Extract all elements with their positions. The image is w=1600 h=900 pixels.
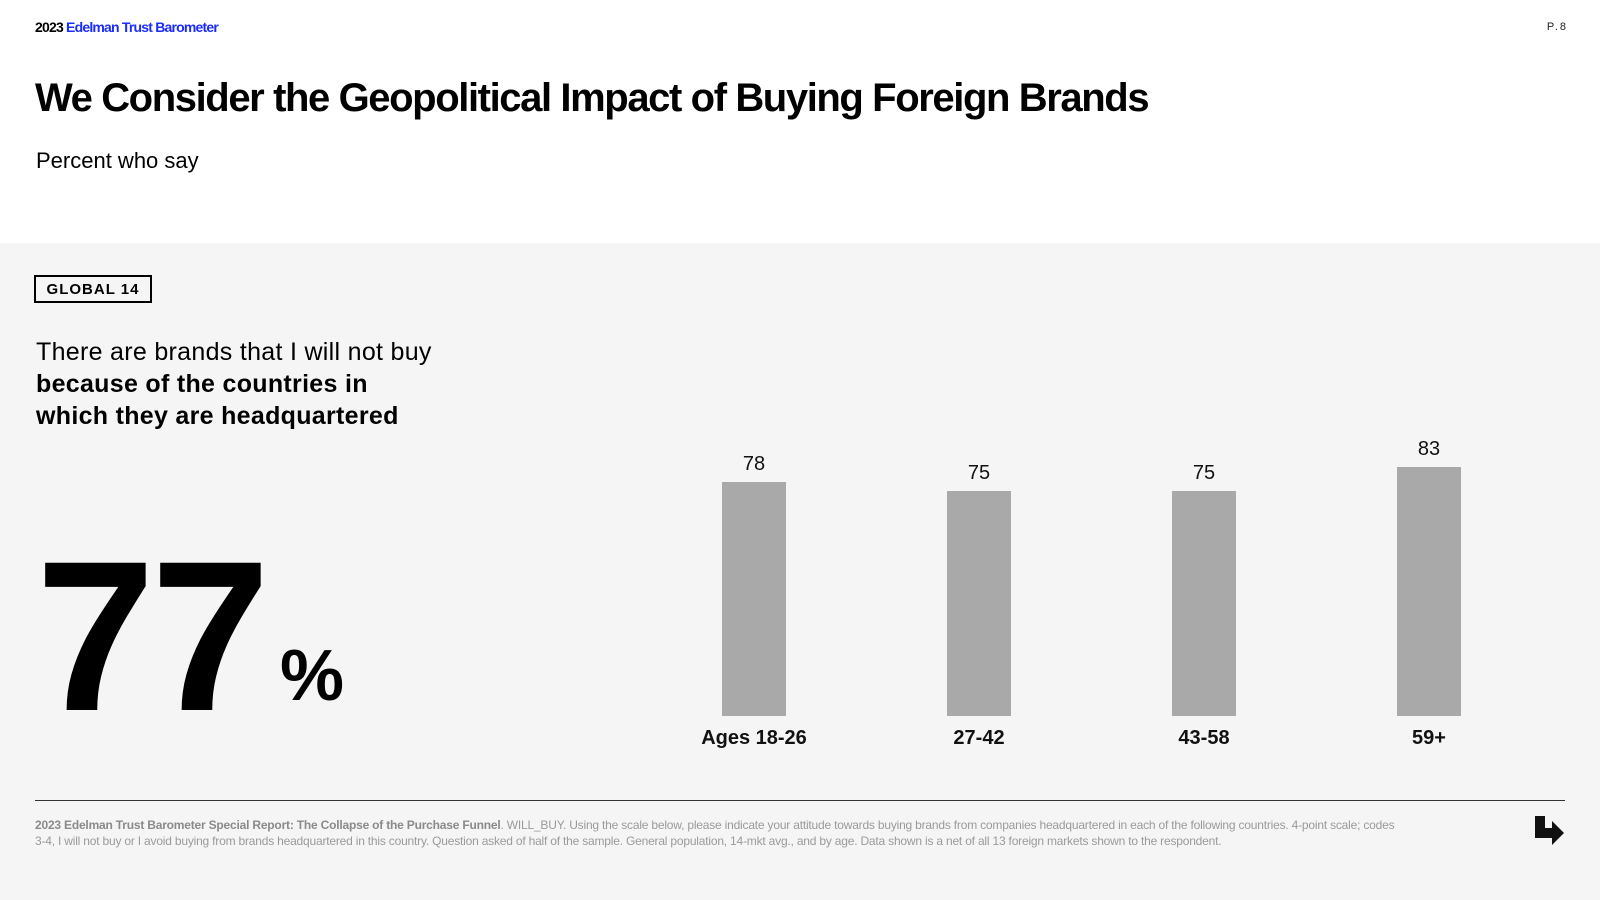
footer-divider: [35, 800, 1565, 801]
page-title: We Consider the Geopolitical Impact of B…: [35, 76, 1150, 120]
source-text: . WILL_BUY. Using the scale below, pleas…: [35, 818, 1395, 848]
arrow-turn-down-right-icon[interactable]: [1532, 814, 1566, 848]
brand-logo: 2023 Edelman Trust Barometer: [35, 19, 219, 35]
source-title: 2023 Edelman Trust Barometer Special Rep…: [35, 818, 501, 832]
headline-percentage: 77: [36, 517, 270, 756]
content-panel: [0, 243, 1600, 900]
page-number: P.8: [1546, 21, 1568, 33]
statement-plain: There are brands that I will not buy: [36, 338, 432, 366]
brand-year: 2023: [35, 19, 64, 35]
statement: There are brands that I will not buy bec…: [36, 336, 496, 432]
statement-bold: because of the countries in which they a…: [36, 370, 399, 430]
brand-name: Edelman Trust Barometer: [66, 19, 219, 35]
page-subtitle: Percent who say: [36, 148, 199, 173]
source-footnote: 2023 Edelman Trust Barometer Special Rep…: [35, 817, 1395, 849]
region-badge: GLOBAL 14: [34, 275, 152, 303]
headline-percent-sign: %: [280, 636, 345, 716]
next-arrow-graphic: [1535, 816, 1564, 845]
